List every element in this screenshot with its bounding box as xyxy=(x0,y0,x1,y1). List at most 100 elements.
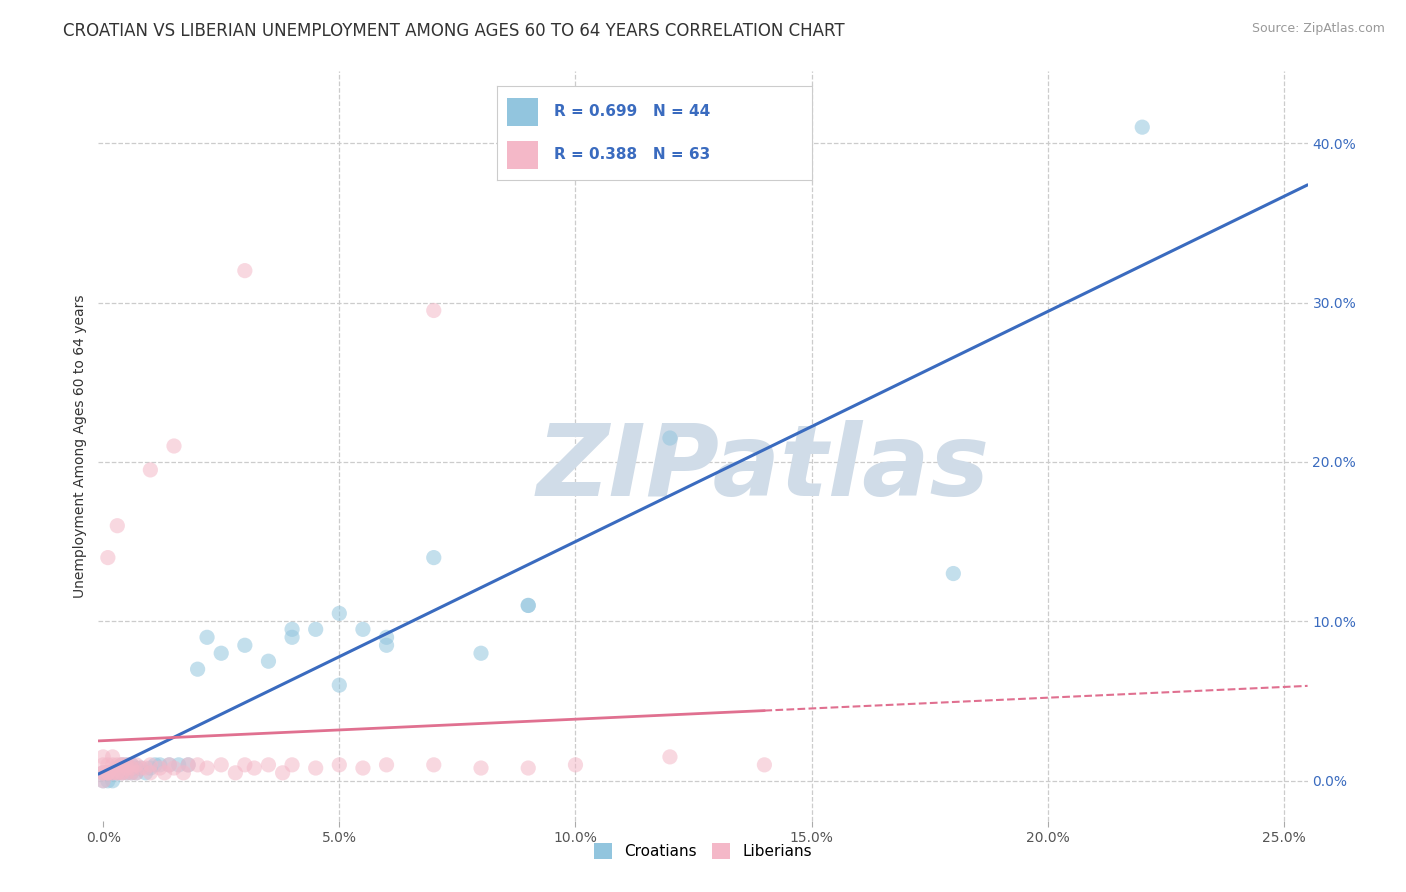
Point xyxy=(172,765,194,780)
Text: ZIPatlas: ZIPatlas xyxy=(537,420,990,517)
Point xyxy=(97,773,120,788)
Point xyxy=(1130,120,1153,135)
Point xyxy=(517,599,540,613)
Point xyxy=(328,607,350,621)
Point xyxy=(115,761,138,775)
Point xyxy=(658,431,681,445)
Point xyxy=(105,765,128,780)
Point xyxy=(139,757,162,772)
Point xyxy=(271,765,294,780)
Point xyxy=(195,761,218,775)
Point xyxy=(125,761,148,775)
Point xyxy=(115,765,138,780)
Point xyxy=(305,623,328,637)
Point xyxy=(121,765,143,780)
Point xyxy=(91,773,114,788)
Point xyxy=(101,757,124,772)
Point xyxy=(153,765,176,780)
Point xyxy=(105,765,128,780)
Point xyxy=(195,630,218,644)
Point xyxy=(97,765,120,780)
Point xyxy=(281,757,304,772)
Point xyxy=(257,757,280,772)
Text: CROATIAN VS LIBERIAN UNEMPLOYMENT AMONG AGES 60 TO 64 YEARS CORRELATION CHART: CROATIAN VS LIBERIAN UNEMPLOYMENT AMONG … xyxy=(63,22,845,40)
Point xyxy=(135,761,157,775)
Point xyxy=(115,757,138,772)
Point xyxy=(101,750,124,764)
Point xyxy=(157,757,180,772)
Point xyxy=(111,765,134,780)
Point xyxy=(209,646,232,660)
Point xyxy=(101,765,124,780)
Point xyxy=(375,638,398,652)
Point xyxy=(305,761,328,775)
Point xyxy=(233,638,256,652)
Point xyxy=(97,550,120,565)
Point xyxy=(97,765,120,780)
Point xyxy=(177,757,200,772)
Point xyxy=(149,761,172,775)
Point xyxy=(115,765,138,780)
Point xyxy=(281,630,304,644)
Point xyxy=(125,757,148,772)
Point xyxy=(139,765,162,780)
Point xyxy=(224,765,246,780)
Y-axis label: Unemployment Among Ages 60 to 64 years: Unemployment Among Ages 60 to 64 years xyxy=(73,294,87,598)
Point xyxy=(470,646,492,660)
Point xyxy=(111,757,134,772)
Point xyxy=(352,761,374,775)
Point xyxy=(105,761,128,775)
Point xyxy=(121,757,143,772)
Point xyxy=(97,765,120,780)
Point xyxy=(139,463,162,477)
Point xyxy=(517,761,540,775)
Point xyxy=(111,765,134,780)
Point xyxy=(423,757,446,772)
Point xyxy=(121,757,143,772)
Point xyxy=(658,750,681,764)
Point xyxy=(470,761,492,775)
Point xyxy=(139,761,162,775)
Point xyxy=(135,765,157,780)
Point xyxy=(149,757,172,772)
Point xyxy=(328,757,350,772)
Point xyxy=(101,765,124,780)
Point xyxy=(209,757,232,772)
Point xyxy=(281,623,304,637)
Point xyxy=(754,757,776,772)
Point xyxy=(125,765,148,780)
Point xyxy=(121,761,143,775)
Point xyxy=(352,623,374,637)
Point xyxy=(564,757,586,772)
Point xyxy=(233,757,256,772)
Point xyxy=(243,761,266,775)
Point xyxy=(101,765,124,780)
Point xyxy=(143,757,166,772)
Point xyxy=(423,550,446,565)
Point xyxy=(91,765,114,780)
Point xyxy=(111,757,134,772)
Point xyxy=(105,518,128,533)
Point xyxy=(101,773,124,788)
Point xyxy=(97,757,120,772)
Point xyxy=(129,761,152,775)
Point xyxy=(233,263,256,277)
Text: Source: ZipAtlas.com: Source: ZipAtlas.com xyxy=(1251,22,1385,36)
Point xyxy=(157,757,180,772)
Point xyxy=(177,757,200,772)
Point xyxy=(257,654,280,668)
Point xyxy=(91,765,114,780)
Legend: Croatians, Liberians: Croatians, Liberians xyxy=(588,838,818,865)
Point xyxy=(942,566,965,581)
Point xyxy=(187,757,209,772)
Point xyxy=(187,662,209,676)
Point xyxy=(91,765,114,780)
Point xyxy=(105,757,128,772)
Point xyxy=(111,765,134,780)
Point xyxy=(163,761,186,775)
Point xyxy=(163,439,186,453)
Point xyxy=(115,757,138,772)
Point xyxy=(125,765,148,780)
Point xyxy=(375,757,398,772)
Point xyxy=(423,303,446,318)
